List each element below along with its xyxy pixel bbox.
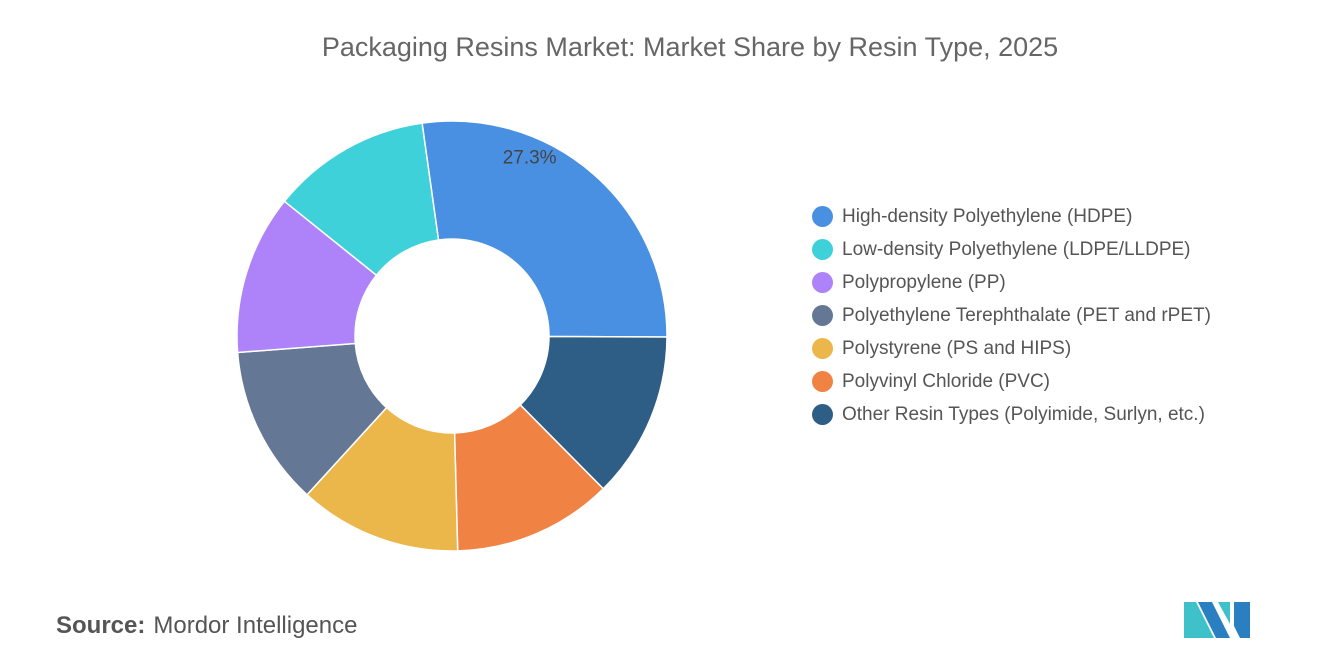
legend-label: Low-density Polyethylene (LDPE/LLDPE)	[842, 239, 1191, 260]
legend-label: High-density Polyethylene (HDPE)	[842, 206, 1133, 227]
legend-item: Other Resin Types (Polyimide, Surlyn, et…	[812, 402, 1272, 427]
slice-3	[236, 342, 388, 496]
legend-item: High-density Polyethylene (HDPE)	[812, 204, 1272, 229]
legend-item: Polyvinyl Chloride (PVC)	[812, 369, 1272, 394]
slice-2	[236, 200, 378, 354]
legend: High-density Polyethylene (HDPE) Low-dens…	[812, 204, 1272, 435]
legend-swatch	[812, 239, 833, 260]
legend-label: Polypropylene (PP)	[842, 272, 1006, 293]
legend-label: Polystyrene (PS and HIPS)	[842, 338, 1072, 359]
legend-label: Polyvinyl Chloride (PVC)	[842, 371, 1051, 392]
legend-item: Polystyrene (PS and HIPS)	[812, 336, 1272, 361]
chart-title: Packaging Resins Market: Market Share by…	[321, 32, 1059, 62]
legend-swatch	[812, 206, 833, 227]
slice-5	[453, 403, 605, 552]
slice-1	[283, 122, 440, 277]
legend-item: Polypropylene (PP)	[812, 270, 1272, 295]
source-value: Mordor Intelligence	[153, 612, 358, 639]
donut-chart: 27.3%	[236, 120, 668, 552]
legend-swatch	[812, 338, 833, 359]
legend-swatch	[812, 371, 833, 392]
legend-item: Low-density Polyethylene (LDPE/LLDPE)	[812, 237, 1272, 262]
mordor-logo	[1184, 602, 1250, 638]
source-note: Source: Mordor Intelligence	[56, 612, 357, 640]
legend-item: Polyethylene Terephthalate (PET and rPET…	[812, 303, 1272, 328]
slice-0	[421, 120, 668, 338]
data-label-hdpe: 27.3%	[503, 148, 557, 169]
legend-swatch	[812, 305, 833, 326]
legend-swatch	[812, 272, 833, 293]
legend-swatch	[812, 404, 833, 425]
legend-label: Polyethylene Terephthalate (PET and rPET…	[842, 305, 1211, 326]
source-label: Source:	[56, 612, 146, 639]
legend-label: Other Resin Types (Polyimide, Surlyn, et…	[842, 404, 1205, 425]
